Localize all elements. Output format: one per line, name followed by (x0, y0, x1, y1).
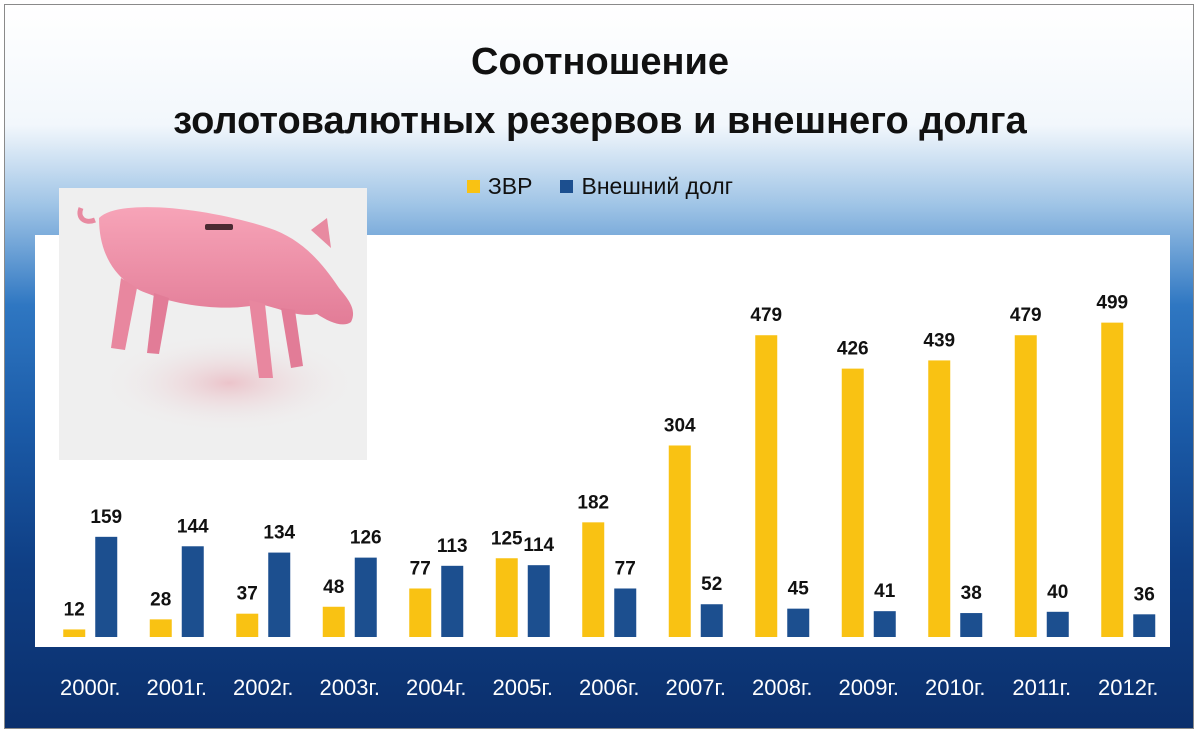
x-tick-label: 2012г. (1098, 675, 1158, 700)
data-label-debt: 38 (961, 583, 982, 604)
x-tick-label: 2004г. (406, 675, 466, 700)
bar-chart: 12 159 2000г. 28 144 2001г. 37 134 2002г. 48 126 20… (60, 293, 1158, 700)
data-label-debt: 144 (177, 516, 209, 537)
chart-frame: Соотношение золотовалютных резервов и вн… (4, 4, 1194, 729)
legend-label-reserves: ЗВР (487, 173, 533, 199)
data-label-debt: 77 (615, 558, 636, 579)
bar-debt (873, 611, 896, 637)
bar-reserves (236, 613, 259, 637)
bar-reserves (63, 629, 86, 637)
x-tick-label: 2011г. (1012, 675, 1071, 700)
bar-reserves (668, 445, 691, 637)
x-tick-label: 2000г. (60, 675, 120, 700)
data-label-reserves: 125 (491, 528, 523, 549)
data-label-reserves: 37 (237, 584, 258, 605)
x-tick-label: 2008г. (752, 675, 812, 700)
bar-reserves (928, 360, 951, 637)
bar-debt (268, 552, 291, 637)
bar-reserves (582, 522, 605, 637)
bar-debt (441, 565, 464, 637)
bar-reserves (1014, 335, 1037, 637)
data-label-reserves: 77 (410, 558, 431, 579)
data-label-reserves: 48 (323, 577, 344, 598)
data-label-debt: 126 (350, 528, 382, 549)
bar-reserves (322, 606, 345, 637)
data-label-reserves: 479 (1010, 305, 1042, 326)
title-line-1: Соотношение (471, 41, 729, 83)
bar-debt (960, 613, 983, 637)
data-label-debt: 40 (1047, 582, 1068, 603)
x-tick-label: 2009г. (839, 675, 899, 700)
bar-reserves (841, 368, 864, 637)
title-line-2: золотовалютных резервов и внешнего долга (173, 100, 1027, 142)
data-label-reserves: 479 (750, 305, 782, 326)
x-tick-label: 2006г. (579, 675, 639, 700)
x-tick-label: 2007г. (666, 675, 726, 700)
bar-debt (354, 557, 377, 637)
data-label-debt: 52 (701, 574, 722, 595)
bar-debt (95, 536, 118, 637)
legend-item-debt: Внешний долг (560, 173, 733, 200)
bar-debt (700, 604, 723, 637)
data-label-debt: 45 (788, 579, 810, 600)
legend-swatch-debt (560, 180, 574, 193)
chart-title: Соотношение золотовалютных резервов и вн… (5, 33, 1193, 151)
data-label-debt: 114 (523, 535, 554, 556)
bar-debt (614, 588, 637, 637)
piggy-bank-image (59, 188, 367, 460)
legend: ЗВР Внешний долг (5, 173, 1193, 200)
legend-label-debt: Внешний долг (581, 173, 734, 199)
data-label-debt: 36 (1134, 584, 1155, 605)
bar-reserves (1101, 322, 1124, 637)
x-tick-label: 2001г. (147, 675, 207, 700)
bar-debt (1046, 611, 1069, 637)
data-label-debt: 134 (263, 523, 295, 544)
bar-debt (181, 546, 204, 637)
legend-swatch-reserves (466, 180, 480, 193)
bar-reserves (149, 619, 172, 637)
data-label-reserves: 182 (577, 492, 609, 513)
x-tick-label: 2002г. (233, 675, 293, 700)
bar-reserves (495, 558, 518, 637)
bar-debt (787, 608, 810, 637)
data-label-reserves: 12 (64, 599, 85, 620)
data-label-reserves: 304 (664, 415, 696, 436)
data-label-debt: 159 (90, 507, 122, 528)
data-label-reserves: 426 (837, 339, 869, 360)
bar-reserves (755, 335, 778, 637)
data-label-debt: 41 (874, 581, 896, 602)
data-label-reserves: 439 (923, 330, 955, 351)
x-tick-label: 2005г. (493, 675, 553, 700)
legend-item-reserves: ЗВР (466, 173, 533, 200)
bar-reserves (409, 588, 432, 637)
bar-debt (1133, 614, 1156, 637)
data-label-reserves: 28 (150, 589, 171, 610)
data-label-reserves: 499 (1096, 293, 1128, 314)
bar-debt (527, 565, 550, 637)
x-tick-label: 2003г. (320, 675, 380, 700)
x-tick-label: 2010г. (925, 675, 985, 700)
data-label-debt: 113 (437, 536, 468, 557)
